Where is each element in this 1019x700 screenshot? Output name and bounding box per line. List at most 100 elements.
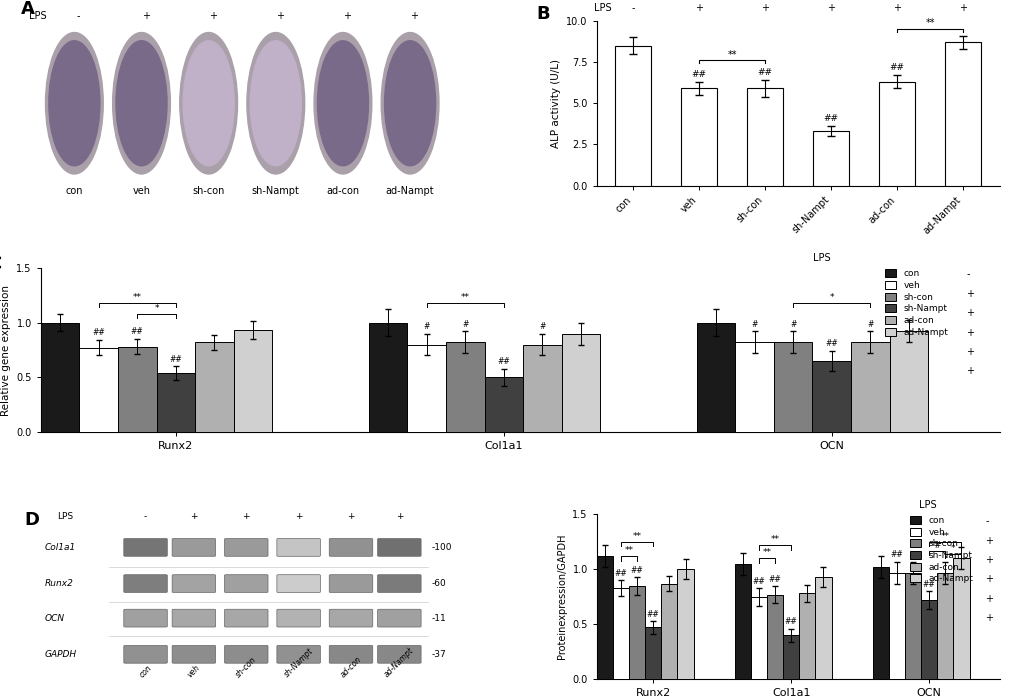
Text: ##: ## (497, 357, 510, 366)
Text: ##: ## (752, 577, 764, 586)
Text: +: + (294, 512, 302, 522)
Text: -37: -37 (431, 650, 446, 659)
FancyBboxPatch shape (224, 575, 268, 592)
Text: #: # (423, 322, 429, 331)
Circle shape (317, 41, 368, 166)
Text: +: + (958, 3, 966, 13)
Circle shape (179, 32, 237, 174)
Circle shape (112, 32, 170, 174)
Text: *: * (154, 304, 159, 313)
Bar (812, 131, 849, 186)
Text: ##: ## (646, 610, 659, 619)
Text: C: C (0, 255, 1, 272)
Text: ##: ## (890, 550, 903, 559)
Text: LPS: LPS (593, 3, 610, 13)
Circle shape (384, 41, 435, 166)
FancyBboxPatch shape (329, 645, 372, 663)
Text: D: D (24, 511, 40, 529)
Text: +: + (984, 555, 993, 565)
Bar (888, 573, 904, 679)
Text: OCN: OCN (45, 614, 65, 622)
Bar (904, 573, 920, 679)
Bar (79, 348, 118, 432)
Text: *: * (950, 544, 955, 553)
Legend: con, veh, sh-con, sh-Nampt, ad-con, ad-Nampt: con, veh, sh-con, sh-Nampt, ad-con, ad-N… (880, 266, 951, 340)
Bar (746, 88, 783, 186)
Bar (799, 594, 814, 679)
FancyBboxPatch shape (377, 645, 421, 663)
Text: con: con (138, 664, 154, 680)
Bar (629, 586, 645, 679)
Text: B: B (536, 4, 549, 22)
FancyBboxPatch shape (172, 645, 215, 663)
Text: +: + (346, 512, 355, 522)
Bar (612, 588, 629, 679)
Text: +: + (410, 11, 418, 21)
Text: ##: ## (768, 575, 781, 584)
Text: **: ** (762, 548, 770, 557)
Text: +: + (695, 3, 702, 13)
Bar (118, 346, 156, 432)
Bar (878, 82, 914, 186)
Text: +: + (395, 512, 403, 522)
FancyBboxPatch shape (172, 609, 215, 627)
Bar (750, 596, 766, 679)
Text: ad-Nampt: ad-Nampt (385, 186, 434, 196)
Text: LPS: LPS (29, 11, 46, 21)
FancyBboxPatch shape (224, 645, 268, 663)
FancyBboxPatch shape (377, 538, 421, 557)
Bar (645, 627, 660, 679)
Bar (696, 323, 735, 432)
Bar (783, 635, 799, 679)
Text: +: + (984, 594, 993, 604)
Text: **: ** (727, 50, 736, 60)
Text: -: - (76, 11, 81, 21)
Text: ##: ## (889, 63, 904, 72)
Text: +: + (243, 512, 250, 522)
Y-axis label: Proteinexpression/GAPDH: Proteinexpression/GAPDH (556, 534, 567, 659)
Text: veh: veh (185, 663, 202, 680)
Text: +: + (275, 11, 283, 21)
Bar (814, 577, 830, 679)
Text: ##: ## (92, 328, 105, 337)
Text: #: # (751, 320, 757, 328)
Circle shape (314, 32, 372, 174)
Text: #: # (790, 320, 796, 328)
Text: ##: ## (784, 617, 797, 626)
Bar (156, 373, 195, 432)
Bar (445, 342, 484, 432)
Text: ##: ## (922, 580, 934, 589)
FancyBboxPatch shape (329, 609, 372, 627)
FancyBboxPatch shape (172, 538, 215, 557)
Bar (944, 43, 980, 186)
Bar (484, 377, 523, 432)
Bar (936, 573, 953, 679)
Text: veh: veh (132, 186, 151, 196)
Bar (523, 344, 561, 432)
Text: sh-Nampt: sh-Nampt (282, 647, 315, 680)
Text: +: + (965, 367, 973, 377)
Text: +: + (190, 512, 198, 522)
Bar (369, 323, 407, 432)
Text: *: * (828, 293, 834, 302)
Text: -: - (965, 270, 969, 279)
Bar (953, 559, 969, 679)
Bar (677, 569, 693, 679)
Text: Col1a1: Col1a1 (45, 543, 76, 552)
Text: +: + (209, 11, 216, 21)
Bar (766, 594, 783, 679)
Text: ad-Nampt: ad-Nampt (382, 646, 416, 680)
Text: -: - (631, 3, 635, 13)
FancyBboxPatch shape (276, 645, 320, 663)
FancyBboxPatch shape (276, 538, 320, 557)
Text: con: con (65, 186, 83, 196)
FancyBboxPatch shape (123, 609, 167, 627)
Text: #: # (462, 320, 468, 328)
Text: #: # (932, 540, 941, 550)
Bar (773, 342, 812, 432)
Text: ##: ## (691, 69, 706, 78)
Bar (735, 342, 773, 432)
Text: **: ** (924, 18, 934, 29)
Bar (872, 567, 888, 679)
Text: ##: ## (824, 340, 838, 349)
